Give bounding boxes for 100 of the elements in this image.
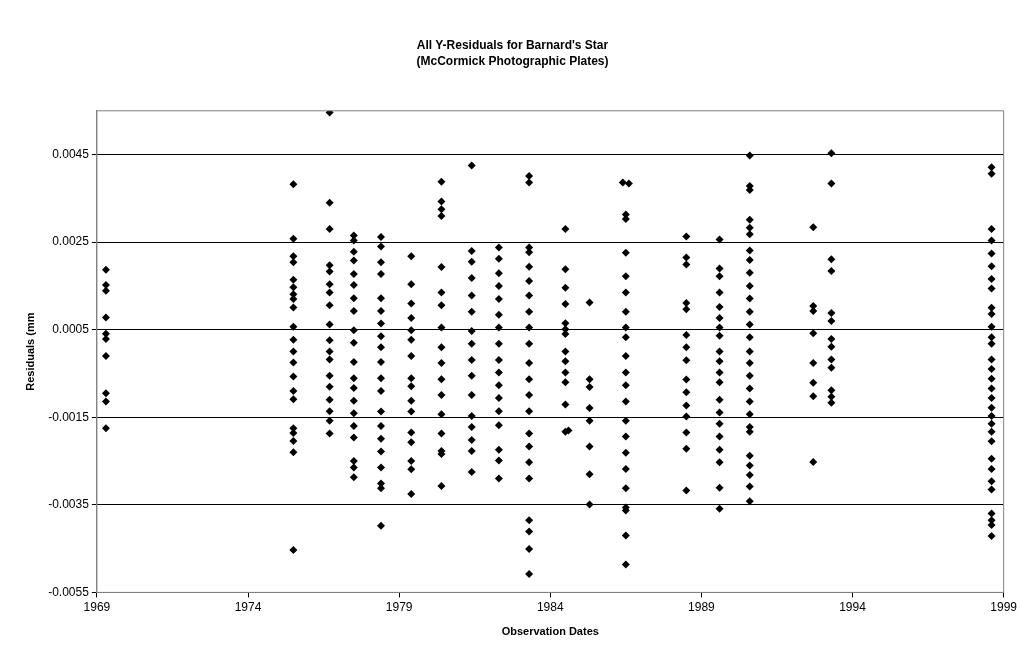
chart-title: All Y-Residuals for Barnard's Star [416,37,609,52]
point [715,504,724,513]
point [325,395,334,404]
point [715,264,724,273]
x-tick-label: 1989 [688,599,716,614]
point [467,355,476,364]
point [987,531,996,540]
point [561,347,570,356]
point [525,291,534,300]
point [987,225,996,234]
point [621,397,630,406]
point [101,389,110,398]
point [987,309,996,318]
point [467,291,476,300]
point [437,197,446,206]
point [745,307,754,316]
point [745,410,754,419]
point [715,408,724,417]
point [682,444,691,453]
point [585,416,594,425]
point [407,438,416,447]
point [467,446,476,455]
y-tick-label: 0.0025 [52,234,90,249]
point [715,368,724,377]
point [715,483,724,492]
x-tick-label: 1969 [83,599,111,614]
point [987,464,996,473]
point [407,396,416,405]
point [101,424,110,433]
point [494,295,503,304]
point [525,375,534,384]
y-tick-label: -0.0015 [48,409,90,424]
point [715,313,724,322]
point [467,257,476,266]
point [349,358,358,367]
point [407,299,416,308]
point [325,347,334,356]
point [437,263,446,272]
point [494,474,503,483]
point [437,375,446,384]
point [437,323,446,332]
point [745,268,754,277]
point [325,382,334,391]
point [325,336,334,345]
point [377,306,386,315]
point [715,272,724,281]
point [745,347,754,356]
y-tick-label: -0.0055 [48,584,90,599]
point [987,303,996,312]
point [715,395,724,404]
point [407,457,416,466]
point [682,299,691,307]
point [494,339,503,348]
point [715,378,724,387]
point [682,486,691,495]
point [827,392,836,401]
point [289,303,298,312]
point [987,163,996,172]
point [494,368,503,377]
y-tick-label: -0.0035 [48,497,90,512]
point [621,531,630,540]
point [467,436,476,445]
point [349,374,358,383]
point [377,484,386,493]
point [745,215,754,224]
point [987,437,996,446]
point [377,319,386,328]
point [407,374,416,383]
point [621,248,630,257]
point [682,330,691,339]
point [682,356,691,365]
point [325,288,334,297]
point [987,339,996,348]
point [987,374,996,383]
point [494,243,503,252]
x-tick-label: 1984 [536,599,564,614]
point [525,390,534,399]
point [407,428,416,437]
point [349,338,358,347]
point [621,560,630,569]
point [682,260,691,269]
point [827,342,836,351]
point [827,309,836,318]
x-tick-label: 1999 [990,599,1018,614]
point [525,429,534,438]
point [827,334,836,343]
point [349,396,358,405]
point [745,358,754,367]
point [809,457,818,466]
point [561,330,570,339]
point [745,151,754,160]
y-tick-label: 0.0005 [52,322,90,337]
point [407,326,416,335]
point [745,397,754,406]
point [621,448,630,457]
point [325,225,334,234]
point [407,335,416,344]
point [289,322,298,331]
point [289,335,298,344]
point [621,464,630,473]
